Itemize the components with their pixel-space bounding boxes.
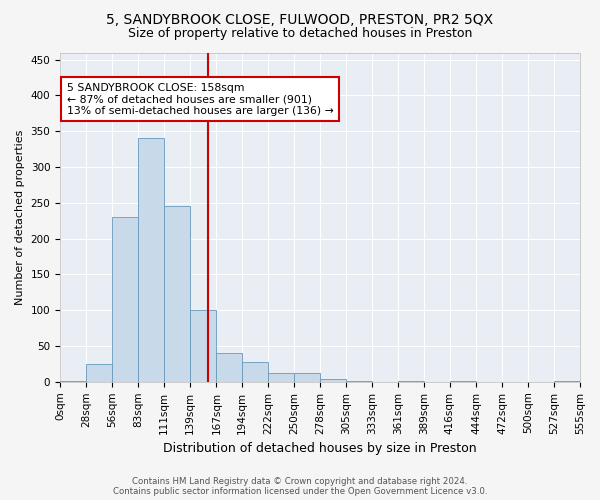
Bar — [294, 373, 320, 382]
Bar — [398, 381, 424, 382]
Text: 5, SANDYBROOK CLOSE, FULWOOD, PRESTON, PR2 5QX: 5, SANDYBROOK CLOSE, FULWOOD, PRESTON, P… — [106, 12, 494, 26]
Bar — [217, 353, 242, 382]
Bar — [450, 381, 476, 382]
Bar — [554, 381, 580, 382]
Text: Size of property relative to detached houses in Preston: Size of property relative to detached ho… — [128, 28, 472, 40]
X-axis label: Distribution of detached houses by size in Preston: Distribution of detached houses by size … — [163, 442, 477, 455]
Bar — [346, 381, 372, 382]
Y-axis label: Number of detached properties: Number of detached properties — [15, 130, 25, 305]
Bar — [138, 138, 164, 382]
Bar — [320, 379, 346, 382]
Bar — [112, 217, 138, 382]
Text: Contains HM Land Registry data © Crown copyright and database right 2024.
Contai: Contains HM Land Registry data © Crown c… — [113, 476, 487, 496]
Bar — [60, 381, 86, 382]
Text: 5 SANDYBROOK CLOSE: 158sqm
← 87% of detached houses are smaller (901)
13% of sem: 5 SANDYBROOK CLOSE: 158sqm ← 87% of deta… — [67, 82, 334, 116]
Bar — [164, 206, 190, 382]
Bar — [242, 362, 268, 382]
Bar — [268, 372, 294, 382]
Bar — [86, 364, 112, 382]
Bar — [190, 310, 217, 382]
